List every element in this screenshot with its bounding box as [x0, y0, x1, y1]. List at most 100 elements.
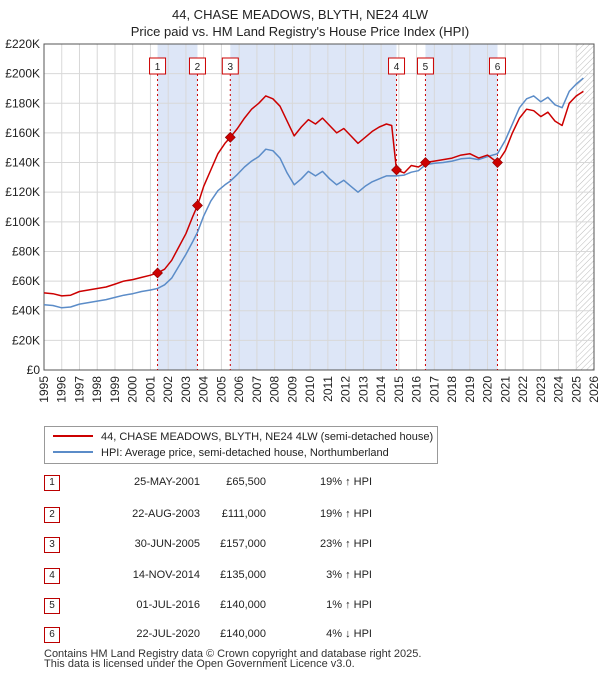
sale-marker-label: 3	[228, 62, 234, 73]
sale-row: 5 01-JUL-2016 £140,000 1% ↑ HPI	[44, 595, 464, 615]
footer-line-1: Contains HM Land Registry data © Crown c…	[44, 648, 422, 660]
y-tick-label: £180K	[5, 96, 40, 110]
sale-date: 14-NOV-2014	[132, 569, 200, 581]
sale-row: 1 25-MAY-2001 £65,500 19% ↑ HPI	[44, 472, 464, 492]
y-tick-label: £60K	[12, 274, 40, 288]
y-tick-label: £20K	[12, 333, 40, 347]
sale-point	[192, 200, 203, 211]
y-tick-label: £80K	[12, 244, 40, 258]
shaded-band	[425, 44, 498, 370]
x-tick-label: 2004	[197, 376, 211, 403]
sale-marker-box	[149, 57, 167, 75]
y-tick-label: £140K	[5, 156, 40, 170]
sale-date: 01-JUL-2016	[136, 599, 200, 611]
sale-date: 22-JUL-2020	[136, 628, 200, 640]
x-tick-label: 2021	[498, 376, 512, 403]
sale-marker-box	[221, 57, 239, 75]
x-tick-label: 2015	[392, 376, 406, 403]
plot-frame	[43, 43, 595, 371]
x-tick-label: 2009	[285, 376, 299, 403]
legend-label-hpi: HPI: Average price, semi-detached house,…	[101, 447, 389, 459]
y-tick-label: £120K	[5, 185, 40, 199]
sale-number: 3	[44, 537, 60, 553]
sale-price: £157,000	[220, 538, 266, 550]
x-tick-label: 1999	[108, 376, 122, 403]
sale-price: £135,000	[220, 569, 266, 581]
x-tick-label: 2000	[126, 376, 140, 403]
x-tick-label: 2026	[587, 376, 600, 403]
sale-row: 2 22-AUG-2003 £111,000 19% ↑ HPI	[44, 504, 464, 524]
sale-hpi-diff: 23% ↑ HPI	[320, 538, 372, 550]
title-line-1: 44, CHASE MEADOWS, BLYTH, NE24 4LW	[172, 7, 428, 22]
series-line-hpi	[43, 77, 584, 309]
x-tick-label: 2023	[534, 376, 548, 403]
sale-marker-box	[488, 57, 506, 75]
x-tick-label: 2007	[250, 376, 264, 403]
x-tick-label: 2005	[214, 376, 228, 403]
sale-row: 4 14-NOV-2014 £135,000 3% ↑ HPI	[44, 565, 464, 585]
sale-point	[152, 267, 163, 279]
sale-point	[420, 157, 431, 168]
sale-marker-box	[416, 57, 434, 75]
x-tick-label: 2019	[463, 376, 477, 403]
chart-title: 44, CHASE MEADOWS, BLYTH, NE24 4LW Price…	[0, 6, 600, 40]
x-tick-label: 2013	[356, 376, 370, 403]
x-tick-label: 1995	[37, 376, 51, 403]
sale-date: 22-AUG-2003	[132, 508, 200, 520]
legend-item-hpi: HPI: Average price, semi-detached house,…	[53, 445, 389, 461]
sale-point	[391, 164, 402, 176]
x-tick-label: 1997	[72, 376, 86, 403]
footer: Contains HM Land Registry data © Crown c…	[44, 648, 422, 670]
y-tick-label: £160K	[5, 126, 40, 140]
sale-point	[492, 157, 503, 168]
sale-marker-label: 4	[394, 62, 400, 73]
x-tick-label: 2014	[374, 376, 388, 403]
x-tick-label: 2010	[303, 376, 317, 403]
x-tick-label: 2011	[321, 376, 335, 402]
sale-marker-label: 5	[423, 62, 429, 73]
x-tick-label: 2022	[516, 376, 530, 403]
legend-label-property: 44, CHASE MEADOWS, BLYTH, NE24 4LW (semi…	[101, 431, 434, 443]
sale-price: £140,000	[220, 599, 266, 611]
sale-marker-label: 6	[495, 62, 501, 73]
sale-date: 25-MAY-2001	[133, 476, 200, 488]
sale-marker-box	[188, 57, 206, 75]
footer-line-2: This data is licensed under the Open Gov…	[44, 658, 355, 670]
y-tick-label: £0	[27, 363, 41, 377]
y-tick-label: £40K	[12, 304, 40, 318]
price-chart: £0 £20K £40K £60K £80K £100K £120K £140K £160K £1…	[5, 37, 600, 403]
sale-price: £65,500	[226, 476, 266, 488]
forecast-hatch	[576, 44, 594, 370]
title-line-2: Price paid vs. HM Land Registry's House …	[130, 24, 470, 39]
sale-price: £140,000	[220, 628, 266, 640]
shaded-band	[230, 44, 397, 370]
legend-swatch-property	[53, 435, 93, 438]
legend-item-property: 44, CHASE MEADOWS, BLYTH, NE24 4LW (semi…	[53, 429, 433, 445]
sale-number: 1	[44, 475, 60, 491]
x-tick-label: 1996	[55, 376, 69, 403]
sale-number: 4	[44, 568, 60, 584]
sale-marker-label: 2	[195, 62, 201, 73]
sale-point	[224, 131, 236, 143]
sale-hpi-diff: 19% ↑ HPI	[320, 476, 372, 488]
sale-number: 6	[44, 627, 60, 643]
x-tick-label: 2012	[339, 376, 353, 403]
x-tick-label: 2001	[143, 376, 157, 403]
sale-hpi-diff: 4% ↓ HPI	[326, 628, 372, 640]
x-tick-label: 1998	[90, 376, 104, 403]
sale-row: 3 30-JUN-2005 £157,000 23% ↑ HPI	[44, 534, 464, 554]
x-tick-label: 2006	[232, 376, 246, 403]
sale-number: 2	[44, 507, 60, 523]
legend: 44, CHASE MEADOWS, BLYTH, NE24 4LW (semi…	[44, 426, 438, 464]
x-tick-label: 2016	[410, 376, 424, 403]
x-tick-label: 2017	[427, 376, 441, 403]
x-tick-label: 2008	[268, 376, 282, 403]
x-tick-label: 2018	[445, 376, 459, 403]
x-tick-label: 2003	[179, 376, 193, 403]
x-tick-label: 2024	[552, 376, 566, 403]
sale-hpi-diff: 19% ↑ HPI	[320, 508, 372, 520]
sale-hpi-diff: 3% ↑ HPI	[326, 569, 372, 581]
sale-row: 6 22-JUL-2020 £140,000 4% ↓ HPI	[44, 624, 464, 644]
x-tick-label: 2020	[481, 376, 495, 403]
shaded-band	[157, 44, 198, 370]
